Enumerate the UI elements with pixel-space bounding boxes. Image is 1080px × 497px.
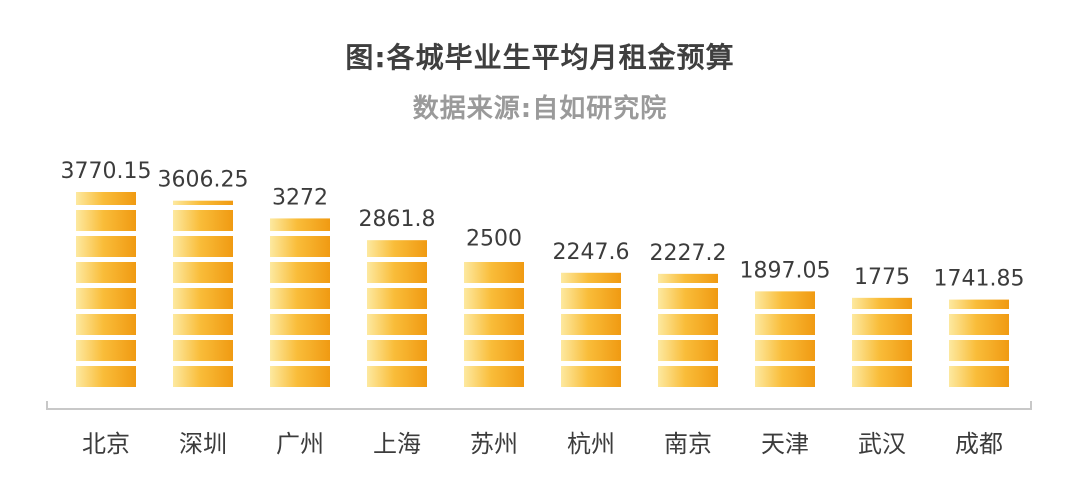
coin-slab (464, 288, 524, 309)
coin-slab (173, 288, 233, 309)
bar-南京 (658, 273, 718, 387)
coin-slab (76, 236, 136, 257)
coin-slab (949, 340, 1009, 361)
coin-slab (173, 314, 233, 335)
value-label: 1741.85 (934, 267, 1025, 292)
coin-slab (949, 366, 1009, 387)
bar-天津 (755, 291, 815, 387)
value-label: 1897.05 (740, 258, 831, 283)
coin-slab (270, 218, 330, 231)
coin-slab (173, 236, 233, 257)
category-label: 成都 (955, 430, 1003, 458)
coin-slab (464, 262, 524, 283)
coin-slab (367, 288, 427, 309)
category-label: 武汉 (858, 430, 906, 458)
coin-slab (173, 262, 233, 283)
coin-slab (755, 314, 815, 335)
coin-slab (76, 210, 136, 231)
coin-slab (367, 366, 427, 387)
coin-slab (76, 262, 136, 283)
coin-slab (76, 314, 136, 335)
coin-slab (658, 340, 718, 361)
coin-slab (949, 299, 1009, 309)
bar-北京 (76, 192, 136, 387)
chart-subtitle: 数据来源:自如研究院 (412, 94, 668, 124)
category-label: 苏州 (470, 430, 518, 458)
coin-slab (852, 340, 912, 361)
coin-slab (561, 288, 621, 309)
value-label: 2500 (466, 226, 522, 251)
coin-slab (658, 288, 718, 309)
bar-上海 (367, 240, 427, 387)
category-label: 上海 (373, 430, 421, 458)
coin-slab (658, 366, 718, 387)
value-label: 3272 (272, 185, 328, 210)
coin-slab (173, 366, 233, 387)
coin-slab (561, 314, 621, 335)
coin-slab (464, 366, 524, 387)
coin-slab (561, 340, 621, 361)
coin-slab (367, 340, 427, 361)
coin-slab (367, 314, 427, 335)
coin-slab (76, 340, 136, 361)
coin-slab (173, 200, 233, 205)
coin-slab (270, 288, 330, 309)
value-label: 2861.8 (359, 207, 436, 232)
coin-slab (852, 314, 912, 335)
category-label: 北京 (82, 430, 130, 458)
coin-slab (561, 272, 621, 283)
bars-layer (76, 192, 1009, 387)
bar-苏州 (464, 262, 524, 387)
coin-slab (367, 262, 427, 283)
coin-slab (658, 314, 718, 335)
coin-slab (270, 236, 330, 257)
coin-slab (949, 314, 1009, 335)
coin-slab (173, 340, 233, 361)
x-axis (46, 401, 1032, 410)
category-label: 广州 (276, 430, 324, 458)
coin-slab (755, 340, 815, 361)
coin-slab (755, 366, 815, 387)
bar-杭州 (561, 272, 621, 387)
value-label: 1775 (854, 265, 910, 290)
coin-slab (270, 262, 330, 283)
coin-slab (464, 314, 524, 335)
x-axis-line (46, 401, 1032, 410)
value-label: 2247.6 (553, 240, 630, 265)
coin-slab (76, 192, 136, 205)
coin-slab (852, 366, 912, 387)
category-label: 杭州 (567, 430, 615, 458)
category-label: 深圳 (179, 430, 227, 458)
bar-深圳 (173, 200, 233, 387)
coin-slab (561, 366, 621, 387)
bar-武汉 (852, 297, 912, 387)
coin-slab (755, 291, 815, 309)
bar-成都 (949, 299, 1009, 387)
coin-slab (76, 288, 136, 309)
value-label: 3770.15 (61, 159, 152, 184)
bar-广州 (270, 218, 330, 387)
coin-slab (76, 366, 136, 387)
coin-slab (173, 210, 233, 231)
coin-slab (464, 340, 524, 361)
category-label: 南京 (664, 430, 712, 458)
coin-slab (270, 366, 330, 387)
coin-slab (270, 314, 330, 335)
coin-slab (852, 297, 912, 309)
coin-slab (367, 240, 427, 257)
labels-layer: 3770.15 北京 3606.25 深圳 3272 广州 2861.8 上海 2500 苏州 22… (61, 159, 1025, 458)
chart-title: 图:各城毕业生平均月租金预算 (345, 41, 735, 74)
coin-slab (658, 273, 718, 283)
value-label: 3606.25 (158, 168, 249, 193)
value-label: 2227.2 (650, 241, 727, 266)
coin-slab (270, 340, 330, 361)
category-label: 天津 (761, 430, 809, 458)
